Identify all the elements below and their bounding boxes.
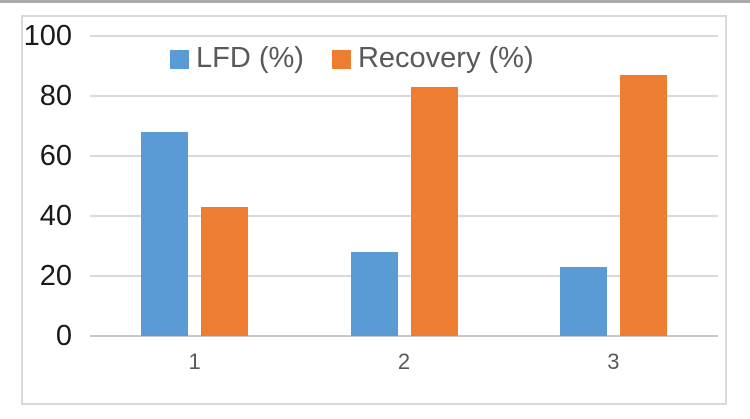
chart-legend: LFD (%) Recovery (%) — [170, 40, 534, 76]
gridline — [90, 95, 718, 97]
y-tick-label: 20 — [39, 260, 72, 292]
y-tick-label: 0 — [55, 320, 72, 352]
x-tick-label: 2 — [397, 349, 411, 374]
bar-recovery-cat3[interactable] — [620, 75, 667, 336]
gridline — [90, 215, 718, 217]
bar-recovery-cat2[interactable] — [411, 87, 458, 336]
y-tick-label: 100 — [23, 20, 72, 52]
bar-recovery-cat1[interactable] — [201, 207, 248, 336]
bar-lfd-cat3[interactable] — [560, 267, 607, 336]
legend-swatch-recovery-icon — [331, 50, 351, 69]
y-tick-label: 80 — [39, 80, 72, 112]
legend-swatch-lfd-icon — [170, 50, 189, 69]
x-tick-label: 3 — [607, 349, 620, 374]
gridline — [90, 35, 718, 37]
bar-lfd-cat2[interactable] — [351, 252, 398, 336]
legend-item-lfd[interactable]: LFD (%) — [170, 40, 304, 76]
legend-label-recovery: Recovery (%) — [357, 42, 534, 74]
legend-item-recovery[interactable]: Recovery (%) — [331, 40, 534, 76]
legend-label-lfd: LFD (%) — [196, 42, 304, 74]
x-tick-label: 1 — [188, 349, 201, 374]
top-edge-line — [0, 0, 750, 3]
x-axis-line — [90, 335, 718, 337]
gridline — [90, 155, 718, 157]
gridline — [90, 275, 718, 277]
y-tick-label: 60 — [39, 140, 72, 172]
chart-frame[interactable] — [21, 15, 727, 405]
bar-lfd-cat1[interactable] — [141, 132, 188, 336]
y-tick-label: 40 — [39, 200, 72, 232]
